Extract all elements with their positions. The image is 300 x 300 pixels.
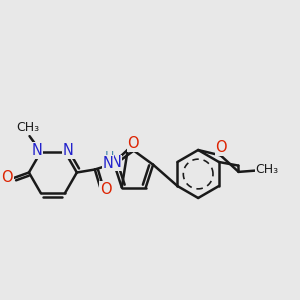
Text: O: O [215, 140, 227, 155]
Text: N: N [102, 156, 113, 171]
Text: H: H [104, 150, 114, 164]
Text: O: O [100, 182, 111, 196]
Text: O: O [2, 170, 13, 185]
Text: CH₃: CH₃ [16, 121, 39, 134]
Text: N: N [32, 143, 43, 158]
Text: N: N [63, 143, 74, 158]
Text: N: N [111, 155, 122, 170]
Text: O: O [127, 136, 139, 151]
Text: CH₃: CH₃ [256, 163, 279, 176]
